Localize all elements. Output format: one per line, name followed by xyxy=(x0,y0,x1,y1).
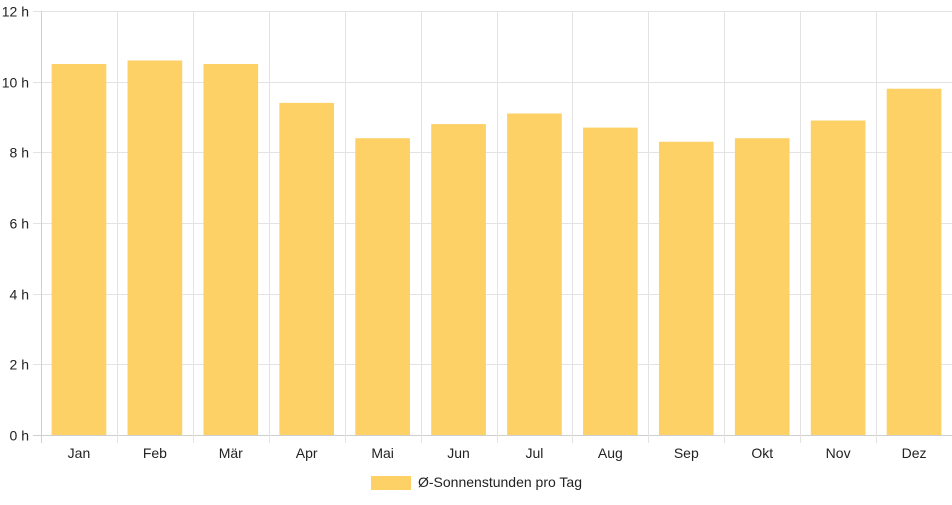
bar-apr xyxy=(279,102,335,435)
legend-swatch xyxy=(371,476,411,490)
bar-jul xyxy=(507,113,562,435)
legend-label: Ø-Sonnenstunden pro Tag xyxy=(418,474,582,490)
bar-nov xyxy=(810,120,866,436)
x-tick-label: Mär xyxy=(219,445,243,461)
bar-aug xyxy=(583,127,638,435)
bar-mai xyxy=(355,138,410,435)
y-tick-label: 4 h xyxy=(10,287,29,303)
bar-jan xyxy=(51,64,107,435)
y-tick-label: 10 h xyxy=(2,75,29,91)
legend[interactable]: Ø-Sonnenstunden pro Tag xyxy=(371,474,582,490)
bar-sep xyxy=(658,141,714,435)
bar-feb xyxy=(127,60,183,435)
grid xyxy=(33,11,952,443)
x-tick-label: Jul xyxy=(526,445,544,461)
y-tick-label: 6 h xyxy=(10,216,29,232)
x-tick-label: Aug xyxy=(598,445,623,461)
bar-mär xyxy=(203,64,259,435)
bars xyxy=(51,60,942,436)
x-tick-label: Apr xyxy=(296,445,318,461)
x-tick-label: Dez xyxy=(902,445,927,461)
y-tick-label: 12 h xyxy=(2,4,29,20)
bar-jun xyxy=(431,124,486,436)
y-tick-label: 0 h xyxy=(10,428,29,444)
bar-dez xyxy=(886,88,942,435)
x-tick-label: Feb xyxy=(143,445,167,461)
x-tick-label: Mai xyxy=(371,445,394,461)
y-tick-label: 8 h xyxy=(10,145,29,161)
x-axis-ticks: Jan Feb Mär Apr Mai Jun Jul Aug Sep Okt Nov Dez xyxy=(68,445,927,461)
x-tick-label: Okt xyxy=(751,445,773,461)
bar-okt xyxy=(734,138,790,435)
x-tick-label: Jun xyxy=(447,445,470,461)
y-axis-ticks: 0 h 2 h 4 h 6 h 8 h 10 h 12 h xyxy=(2,4,29,444)
x-tick-label: Nov xyxy=(826,445,851,461)
y-tick-label: 2 h xyxy=(10,357,29,373)
x-tick-label: Jan xyxy=(68,445,91,461)
x-tick-label: Sep xyxy=(674,445,699,461)
